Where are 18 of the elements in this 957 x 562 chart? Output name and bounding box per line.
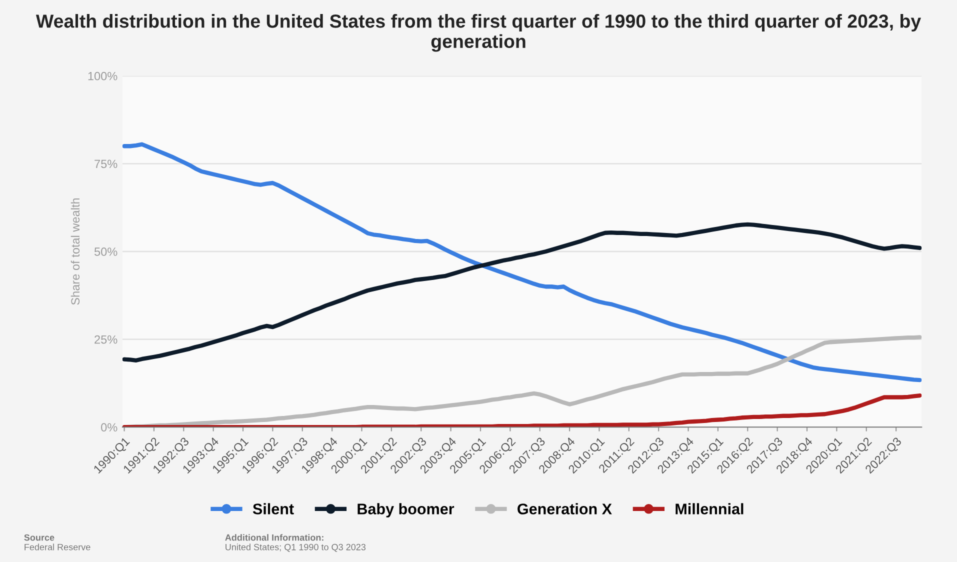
text: Source bbox=[24, 534, 54, 541]
y-tick-label: 0% bbox=[101, 423, 118, 432]
legend-label: Baby boomer bbox=[358, 503, 454, 518]
y-tick-label: 50% bbox=[94, 248, 118, 256]
chart-title: Wealth distribution in the United States from the first quarter of 1990 to the third quarter of 2023, by generation bbox=[36, 14, 922, 52]
line-series bbox=[122, 393, 922, 428]
legend-label: Millennial bbox=[676, 503, 744, 514]
text: United States; Q1 1990 to Q3 2023 bbox=[226, 544, 366, 552]
y-tick-label: 25% bbox=[94, 335, 118, 344]
legend-label: Generation X bbox=[518, 503, 612, 514]
legend-label: Silent bbox=[252, 503, 294, 514]
y-tick-label: 100% bbox=[88, 72, 118, 80]
line-series bbox=[122, 142, 922, 382]
line-series bbox=[122, 222, 922, 362]
text: Additional Information: bbox=[225, 534, 324, 541]
y-axis-title: Share of total wealth bbox=[70, 198, 80, 305]
text: Federal Reserve bbox=[24, 544, 90, 550]
y-tick-label: 75% bbox=[94, 160, 118, 168]
